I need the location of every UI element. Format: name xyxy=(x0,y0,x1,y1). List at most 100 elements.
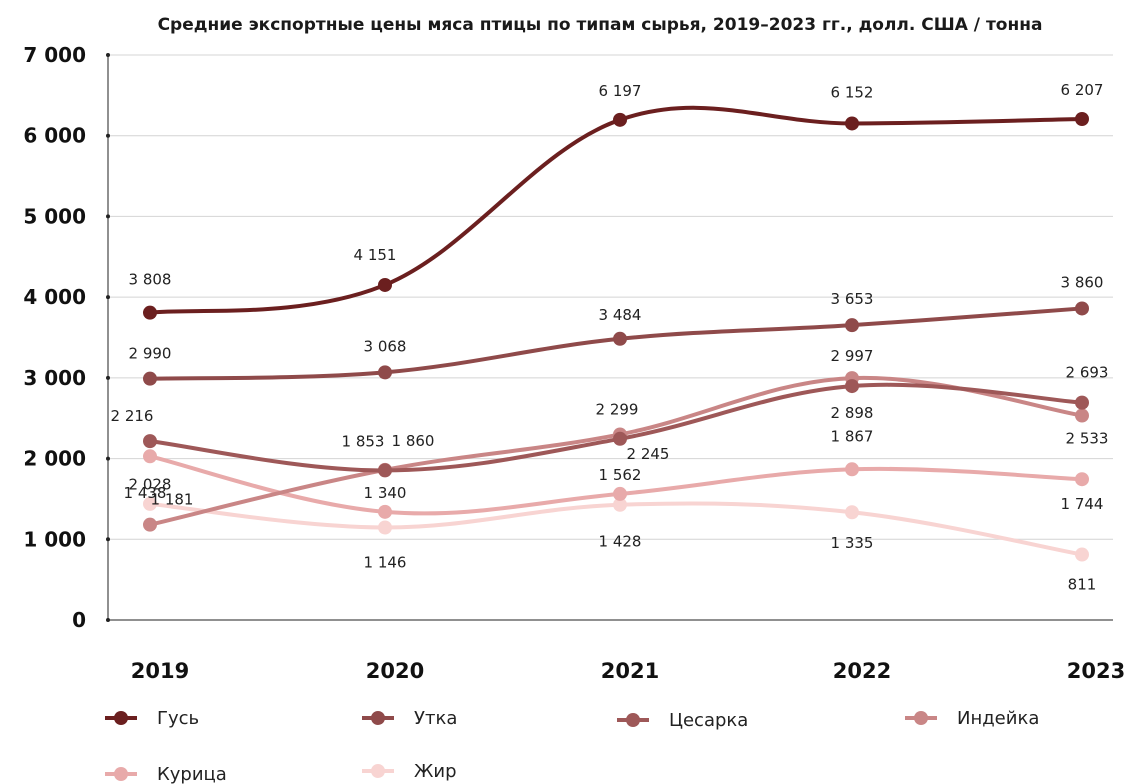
data-point xyxy=(143,305,157,320)
y-tick-label: 0 xyxy=(72,608,86,632)
data-label: 811 xyxy=(1068,576,1097,594)
axis-layer: 0 1 000 2 000 3 000 4 000 5 000 6 000 7 000 2019… xyxy=(23,43,1125,683)
data-label: 2 693 xyxy=(1066,364,1109,382)
data-label: 2 299 xyxy=(596,400,639,418)
data-point xyxy=(143,371,157,386)
data-label: 3 860 xyxy=(1061,273,1104,291)
data-label: 1 867 xyxy=(831,427,874,445)
y-tick-mark xyxy=(106,214,110,219)
y-tick-label: 7 000 xyxy=(23,43,86,67)
data-point xyxy=(613,112,627,127)
series-line xyxy=(148,105,1084,315)
data-point xyxy=(845,462,859,477)
data-point xyxy=(845,116,859,131)
data-label: 1 428 xyxy=(599,533,642,551)
legend-label: Жир xyxy=(414,761,457,782)
series-5 xyxy=(143,449,1089,519)
data-point xyxy=(1075,472,1089,487)
data-point xyxy=(613,486,627,501)
legend-item-4: Индейка xyxy=(905,708,1039,729)
data-point xyxy=(378,463,392,478)
legend-item-3: Цесарка xyxy=(617,710,748,731)
data-label: 1 438 xyxy=(124,484,167,502)
x-tick-label: 2021 xyxy=(601,659,659,683)
legend-swatch-marker xyxy=(114,711,128,725)
data-label: 1 335 xyxy=(831,534,874,552)
data-label: 6 152 xyxy=(831,83,874,101)
data-point xyxy=(845,379,859,394)
y-tick-label: 6 000 xyxy=(23,124,86,148)
data-point xyxy=(1075,112,1089,127)
x-tick-label: 2020 xyxy=(366,659,424,683)
data-point xyxy=(613,431,627,446)
data-point xyxy=(1075,301,1089,316)
data-label: 1 562 xyxy=(599,466,642,484)
series-6 xyxy=(143,496,1089,562)
data-label: 2 533 xyxy=(1066,430,1109,448)
data-label: 1 146 xyxy=(364,554,407,572)
legend-label: Цесарка xyxy=(669,710,748,731)
data-label: 6 197 xyxy=(599,82,642,100)
data-label: 1 853 xyxy=(342,432,385,450)
y-tick-label: 5 000 xyxy=(23,204,86,228)
legend-item-6: Жир xyxy=(362,761,457,782)
data-label: 1 181 xyxy=(151,491,194,509)
data-label: 3 653 xyxy=(831,290,874,308)
legend-label: Индейка xyxy=(957,708,1039,729)
series-3 xyxy=(143,379,1089,478)
data-label: 3 484 xyxy=(599,306,642,324)
y-tick-mark xyxy=(106,375,110,380)
legend-swatch-marker xyxy=(371,764,385,778)
y-tick-mark xyxy=(106,133,110,138)
series-2 xyxy=(143,301,1089,386)
legend-swatch-marker xyxy=(626,713,640,727)
data-point xyxy=(143,496,157,511)
data-label: 6 207 xyxy=(1061,81,1104,99)
legend-label: Гусь xyxy=(157,708,199,729)
y-tick-mark xyxy=(106,295,110,300)
data-point xyxy=(845,505,859,520)
data-point xyxy=(1075,408,1089,423)
data-point xyxy=(613,331,627,346)
legend-swatch-marker xyxy=(371,711,385,725)
data-point xyxy=(845,318,859,333)
y-tick-mark xyxy=(106,456,110,461)
data-label: 3 068 xyxy=(364,337,407,355)
data-label-layer: 3 808 4 151 6 197 6 152 6 207 2 990 3 068 3 484… xyxy=(111,81,1109,594)
legend-item-2: Утка xyxy=(362,708,457,729)
data-label: 2 245 xyxy=(627,445,670,463)
y-tick-label: 2 000 xyxy=(23,447,86,471)
x-tick-label: 2022 xyxy=(833,659,891,683)
legend-label: Курица xyxy=(157,764,227,784)
data-label: 2 990 xyxy=(129,345,172,363)
data-label: 2 028 xyxy=(129,475,172,493)
data-point xyxy=(143,434,157,449)
chart-title: Средние экспортные цены мяса птицы по ти… xyxy=(158,15,1043,35)
legend-label: Утка xyxy=(414,708,457,729)
legend-swatch-marker xyxy=(914,711,928,725)
data-label: 2 898 xyxy=(831,404,874,422)
data-point xyxy=(613,497,627,512)
y-tick-label: 1 000 xyxy=(23,527,86,551)
data-point xyxy=(1075,395,1089,410)
x-tick-label: 2023 xyxy=(1067,659,1125,683)
data-point xyxy=(378,520,392,535)
legend-swatch-marker xyxy=(114,767,128,781)
series-line xyxy=(148,382,1084,473)
data-point xyxy=(143,517,157,532)
data-point xyxy=(378,365,392,380)
y-tick-label: 4 000 xyxy=(23,285,86,309)
series-layer xyxy=(143,105,1089,562)
data-label: 4 151 xyxy=(354,246,397,264)
data-label: 3 808 xyxy=(129,271,172,289)
y-tick-mark xyxy=(106,53,110,57)
series-1 xyxy=(143,105,1089,320)
legend: Гусь Утка Цесарка Индейка Курица Жир xyxy=(105,708,1039,784)
legend-item-5: Курица xyxy=(105,764,227,784)
data-label: 1 340 xyxy=(364,484,407,502)
data-label: 2 216 xyxy=(111,407,154,425)
data-point xyxy=(378,277,392,292)
data-label: 2 997 xyxy=(831,347,874,365)
data-point xyxy=(378,504,392,519)
